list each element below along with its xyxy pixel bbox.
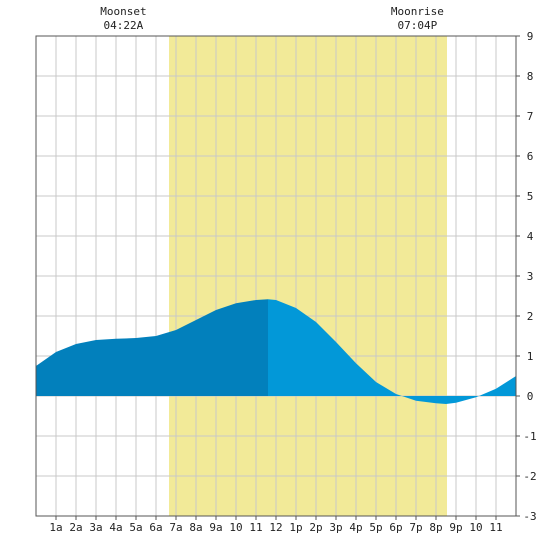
x-tick-label: 5p xyxy=(369,521,382,534)
x-tick-label: 4a xyxy=(109,521,122,534)
x-tick-label: 10 xyxy=(469,521,482,534)
x-tick-label: 5a xyxy=(129,521,142,534)
x-tick-label: 9p xyxy=(449,521,462,534)
x-tick-label: 4p xyxy=(349,521,362,534)
tide-area-late xyxy=(268,299,516,404)
y-tick-label: -2 xyxy=(523,470,536,483)
y-tick-label: -1 xyxy=(523,430,536,443)
y-tick-label: 9 xyxy=(527,30,534,43)
x-tick-label: 11 xyxy=(249,521,262,534)
y-tick-label: 2 xyxy=(527,310,534,323)
x-tick-label: 6p xyxy=(389,521,402,534)
y-tick-label: 7 xyxy=(527,110,534,123)
x-tick-label: 7a xyxy=(169,521,182,534)
y-tick-label: 8 xyxy=(527,70,534,83)
x-tick-label: 2p xyxy=(309,521,322,534)
moon-event-time: 07:04P xyxy=(398,19,438,32)
x-tick-label: 11 xyxy=(489,521,502,534)
y-tick-label: 3 xyxy=(527,270,534,283)
x-tick-label: 6a xyxy=(149,521,162,534)
x-tick-label: 2a xyxy=(69,521,82,534)
x-tick-label: 8p xyxy=(429,521,442,534)
x-tick-label: 3p xyxy=(329,521,342,534)
x-tick-label: 8a xyxy=(189,521,202,534)
x-tick-label: 7p xyxy=(409,521,422,534)
moon-event-label: Moonset xyxy=(100,5,146,18)
x-tick-label: 1p xyxy=(289,521,302,534)
x-tick-label: 12 xyxy=(269,521,282,534)
y-tick-label: 0 xyxy=(527,390,534,403)
moon-event-label: Moonrise xyxy=(391,5,444,18)
x-tick-label: 9a xyxy=(209,521,222,534)
x-tick-label: 10 xyxy=(229,521,242,534)
moon-event-time: 04:22A xyxy=(104,19,144,32)
tide-area-early xyxy=(36,299,268,396)
y-tick-label: 6 xyxy=(527,150,534,163)
y-tick-label: 4 xyxy=(527,230,534,243)
x-tick-label: 1a xyxy=(49,521,62,534)
x-tick-label: 3a xyxy=(89,521,102,534)
y-tick-label: 5 xyxy=(527,190,534,203)
y-tick-label: 1 xyxy=(527,350,534,363)
y-tick-label: -3 xyxy=(523,510,536,523)
